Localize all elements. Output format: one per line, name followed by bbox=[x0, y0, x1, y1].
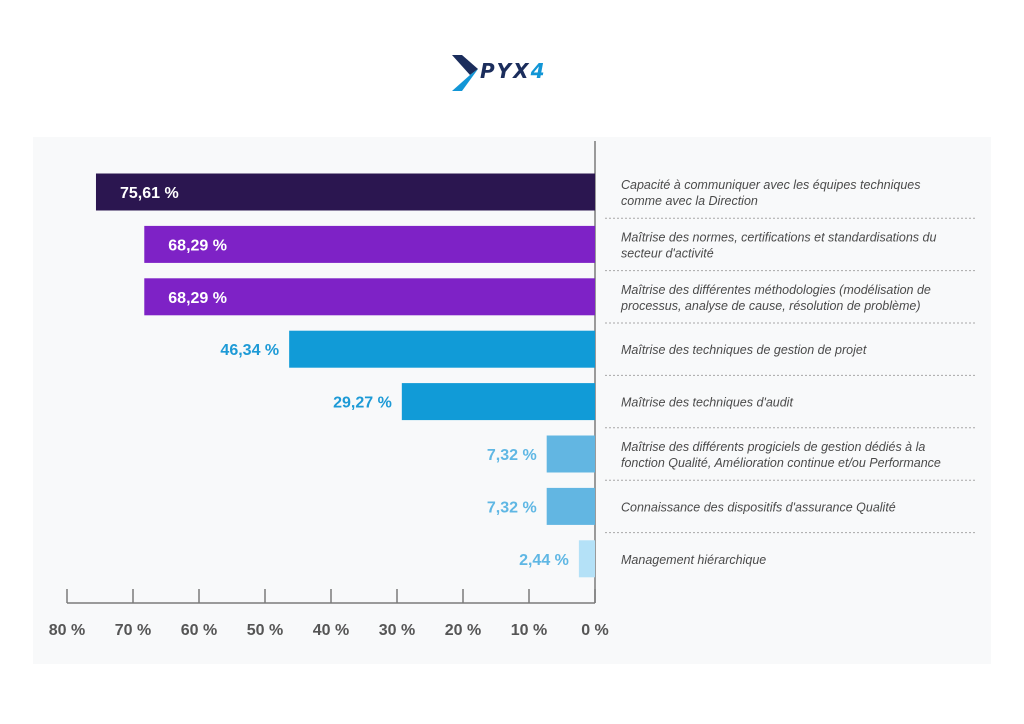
category-label-6-line-2: fonction Qualité, Amélioration continue … bbox=[621, 456, 941, 470]
bar-7 bbox=[546, 487, 595, 525]
category-label-4: Maîtrise des techniques de gestion de pr… bbox=[621, 343, 867, 357]
value-label-4: 46,34 % bbox=[220, 342, 279, 359]
bar-5 bbox=[401, 383, 595, 421]
x-tick-label-0: 0 % bbox=[581, 622, 609, 639]
value-label-8: 2,44 % bbox=[519, 552, 569, 569]
category-label-5: Maîtrise des techniques d'audit bbox=[621, 396, 793, 410]
chart-panel: 75,61 % Capacité à communiquer avec les é… bbox=[33, 137, 991, 664]
bar-2 bbox=[144, 225, 595, 263]
category-label-7: Connaissance des dispositifs d'assurance… bbox=[621, 500, 896, 514]
category-label-3-line-1: Maîtrise des différentes méthodologies (… bbox=[621, 283, 931, 297]
bar-4 bbox=[289, 330, 595, 368]
bar-chart: 75,61 % Capacité à communiquer avec les é… bbox=[49, 141, 975, 639]
bar-8 bbox=[578, 540, 595, 578]
x-tick-label-10: 10 % bbox=[511, 622, 547, 639]
value-label-6: 7,32 % bbox=[487, 447, 537, 464]
category-label-6-line-1: Maîtrise des différents progiciels de ge… bbox=[621, 440, 925, 454]
bar-3 bbox=[144, 278, 595, 316]
bar-6 bbox=[546, 435, 595, 473]
x-tick-label-50: 50 % bbox=[247, 622, 283, 639]
x-tick-label-20: 20 % bbox=[445, 622, 481, 639]
x-tick-label-80: 80 % bbox=[49, 622, 85, 639]
category-label-2-line-2: secteur d'activité bbox=[621, 246, 714, 260]
category-label-3-line-2: processus, analyse de cause, résolution … bbox=[620, 299, 920, 313]
bar-1 bbox=[95, 173, 595, 211]
x-tick-label-60: 60 % bbox=[181, 622, 217, 639]
x-tick-label-70: 70 % bbox=[115, 622, 151, 639]
value-label-7: 7,32 % bbox=[487, 499, 537, 516]
value-label-1: 75,61 % bbox=[120, 185, 179, 202]
value-label-3: 68,29 % bbox=[168, 290, 227, 307]
value-label-5: 29,27 % bbox=[333, 395, 392, 412]
pyx4-logo-mark-icon bbox=[452, 55, 478, 91]
value-label-2: 68,29 % bbox=[168, 237, 227, 254]
pyx4-logo-text: PYX4 bbox=[480, 59, 547, 83]
x-tick-label-40: 40 % bbox=[313, 622, 349, 639]
category-label-1-line-2: comme avec la Direction bbox=[621, 194, 758, 208]
pyx4-logo: PYX4 bbox=[450, 55, 580, 93]
category-label-2-line-1: Maîtrise des normes, certifications et s… bbox=[621, 230, 936, 244]
category-label-1-line-1: Capacité à communiquer avec les équipes … bbox=[621, 178, 920, 192]
x-tick-label-30: 30 % bbox=[379, 622, 415, 639]
category-label-8: Management hiérarchique bbox=[621, 553, 766, 567]
